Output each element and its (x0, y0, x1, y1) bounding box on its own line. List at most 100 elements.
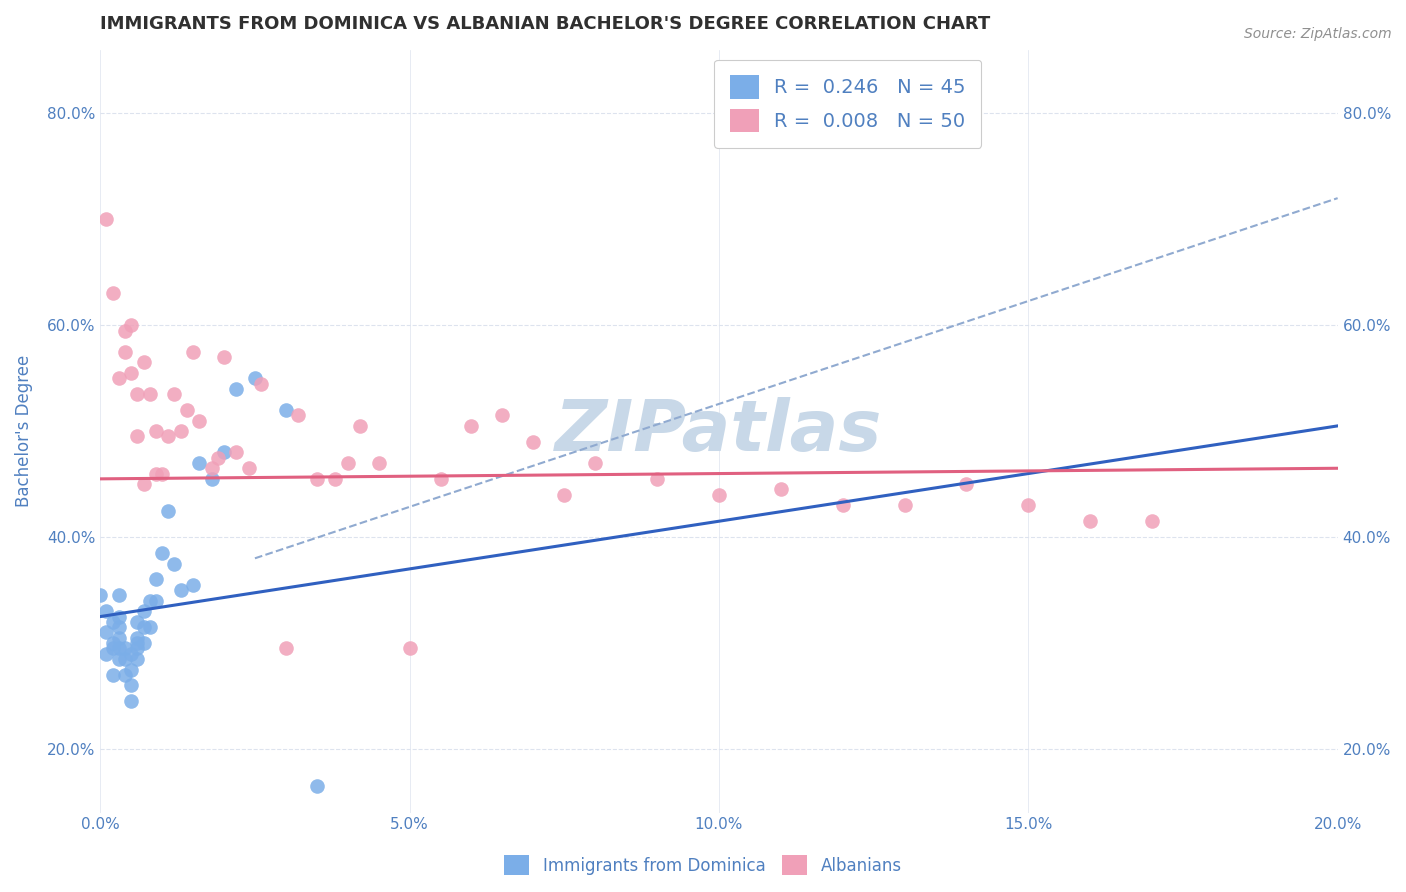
Point (207, 450, 229, 465)
Legend: Immigrants from Dominica, Albanians: Immigrants from Dominica, Albanians (496, 847, 910, 884)
Point (114, 641, 136, 656)
Point (101, 636, 124, 650)
Point (139, 593, 162, 607)
Point (305, 472, 328, 486)
Point (955, 477, 977, 491)
Point (127, 631, 149, 645)
Point (583, 456, 606, 470)
Point (127, 652, 149, 666)
Point (145, 467, 167, 481)
Point (120, 647, 142, 661)
Point (429, 472, 451, 486)
Point (769, 483, 792, 497)
Point (831, 499, 853, 513)
Point (139, 620, 162, 634)
Point (287, 409, 309, 423)
Point (460, 418, 482, 433)
Point (114, 652, 136, 666)
Text: IMMIGRANTS FROM DOMINICA VS ALBANIAN BACHELOR'S DEGREE CORRELATION CHART: IMMIGRANTS FROM DOMINICA VS ALBANIAN BAC… (100, 15, 990, 33)
Point (225, 445, 247, 459)
Point (398, 641, 420, 656)
Point (707, 488, 730, 502)
Text: ZIPatlas: ZIPatlas (555, 397, 883, 466)
Point (645, 472, 668, 486)
Point (163, 387, 186, 401)
Text: Source: ZipAtlas.com: Source: ZipAtlas.com (1244, 27, 1392, 41)
Point (491, 409, 513, 423)
Point (336, 456, 359, 470)
Point (108, 652, 131, 666)
Point (181, 344, 204, 359)
Point (325, 472, 347, 486)
Point (89, 588, 111, 602)
Point (108, 609, 131, 624)
Point (108, 620, 131, 634)
Point (114, 324, 136, 338)
Y-axis label: Bachelor's Degree: Bachelor's Degree (15, 355, 32, 508)
Point (101, 286, 124, 301)
Point (96, 604, 118, 618)
Point (132, 477, 155, 491)
Point (96, 212, 118, 227)
Point (349, 418, 371, 433)
Point (1078, 514, 1101, 528)
Point (201, 461, 224, 475)
Point (101, 615, 124, 629)
Point (522, 434, 544, 449)
Point (114, 668, 136, 682)
Point (553, 488, 575, 502)
Point (212, 445, 235, 459)
Point (157, 429, 180, 443)
Legend: R =  0.246   N = 45, R =  0.008   N = 50: R = 0.246 N = 45, R = 0.008 N = 50 (714, 60, 981, 148)
Point (132, 620, 155, 634)
Point (120, 663, 142, 677)
Point (1017, 499, 1039, 513)
Point (108, 631, 131, 645)
Point (145, 573, 167, 587)
Point (893, 499, 915, 513)
Point (212, 350, 235, 364)
Point (170, 583, 193, 598)
Point (101, 668, 124, 682)
Point (1140, 514, 1163, 528)
Point (132, 355, 155, 369)
Point (120, 318, 142, 333)
Point (163, 557, 186, 571)
Point (145, 424, 167, 438)
Point (238, 461, 260, 475)
Point (132, 604, 155, 618)
Point (120, 694, 142, 708)
Point (188, 456, 211, 470)
Point (250, 376, 273, 391)
Point (188, 414, 211, 428)
Point (101, 641, 124, 656)
Point (120, 678, 142, 692)
Point (96, 625, 118, 640)
Point (127, 615, 149, 629)
Point (225, 382, 247, 396)
Point (139, 387, 162, 401)
Point (181, 578, 204, 592)
Point (367, 456, 389, 470)
Point (157, 503, 180, 517)
Point (108, 588, 131, 602)
Point (108, 641, 131, 656)
Point (127, 641, 149, 656)
Point (96, 647, 118, 661)
Point (120, 366, 142, 380)
Point (170, 424, 193, 438)
Point (150, 546, 173, 560)
Point (132, 636, 155, 650)
Point (274, 403, 297, 417)
Point (243, 371, 266, 385)
Point (127, 387, 149, 401)
Point (108, 371, 131, 385)
Point (145, 593, 167, 607)
Point (176, 403, 198, 417)
Point (201, 472, 224, 486)
Point (114, 344, 136, 359)
Point (127, 429, 149, 443)
Point (150, 467, 173, 481)
Point (305, 779, 328, 793)
Point (274, 641, 297, 656)
